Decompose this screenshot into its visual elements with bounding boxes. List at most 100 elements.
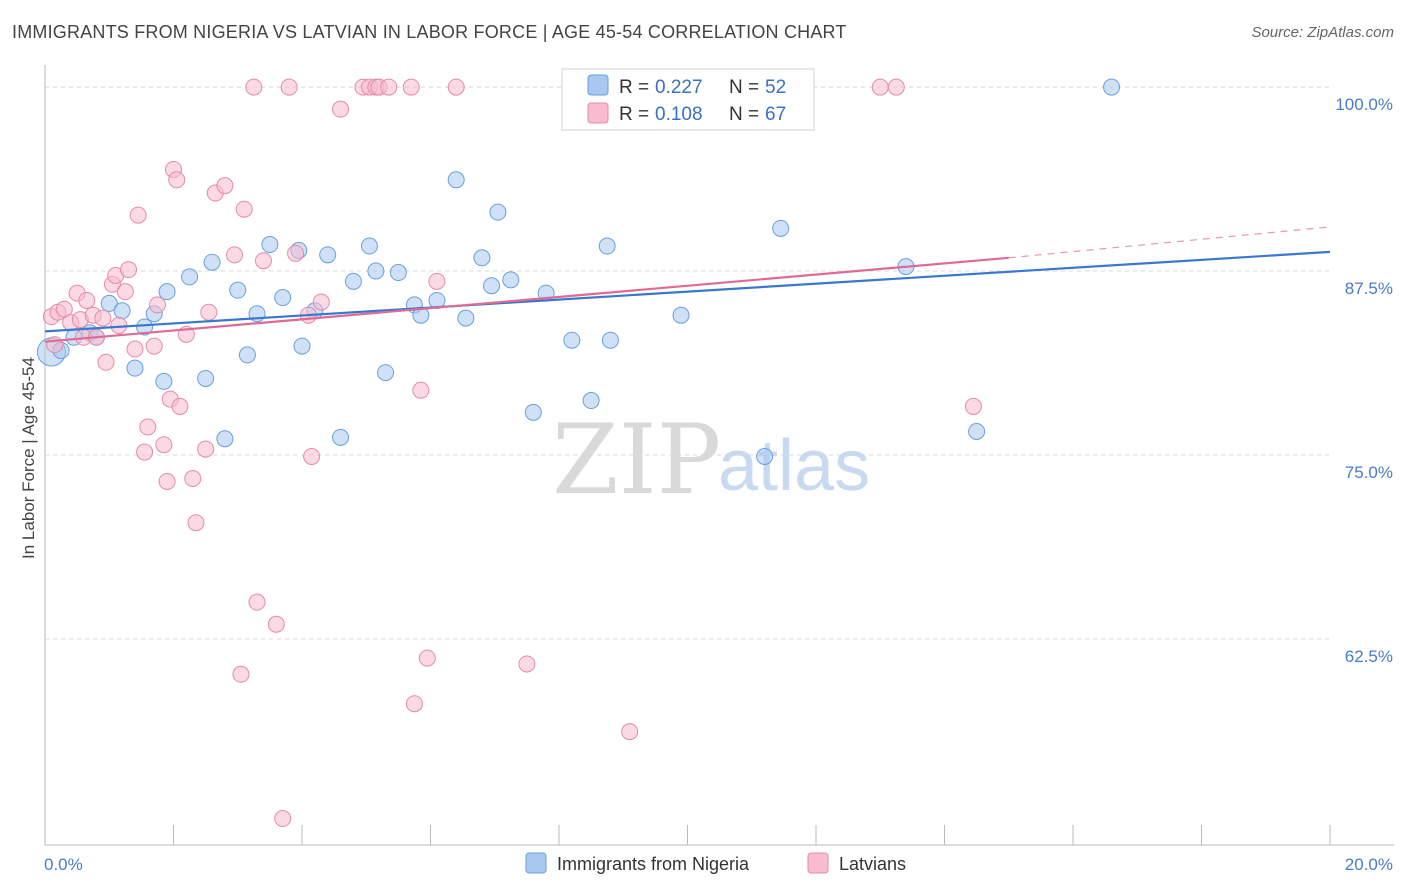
latvians-point [155,436,173,454]
legend-r-value-latvians: 0.108 [655,104,703,125]
latvians-trend-line [44,256,1009,343]
latvians-point [136,443,154,461]
grid [45,86,1330,640]
latvians-point [964,397,982,415]
nigeria-point [261,236,279,254]
chart-title: IMMIGRANTS FROM NIGERIA VS LATVIAN IN LA… [12,22,847,42]
latvians-point [94,309,112,327]
nigeria-point [229,281,247,299]
nigeria-point [1103,78,1121,96]
nigeria-point [216,430,234,448]
latvians-point [116,283,134,301]
legend-n-label-latvians: N = [729,104,759,125]
nigeria-point [598,237,616,255]
nigeria-point [672,306,690,324]
nigeria-point [332,428,350,446]
legend-n-label-nigeria: N = [729,77,759,98]
watermark-atlas: atlas [718,426,870,506]
latvians-point [245,78,263,96]
latvians-point [303,447,321,465]
latvians-point [871,78,889,96]
latvians-point [280,78,298,96]
series-swatch-latvians [807,852,829,874]
nigeria-point [197,369,215,387]
legend-r-label-latvians: R = [619,104,649,125]
nigeria-point [377,364,395,382]
nigeria-point [100,294,118,312]
latvians-point [46,336,64,354]
latvians-point [412,381,430,399]
latvians-point [621,723,639,741]
latvians-point [139,418,157,436]
latvians-point [187,514,205,532]
latvians-point [148,296,166,314]
legend-r-label-nigeria: R = [619,77,649,98]
nigeria-point [319,246,337,264]
watermark-zip: ZIP [552,404,721,516]
latvians-point [254,252,272,270]
nigeria-point [126,359,144,377]
latvians-point [405,695,423,713]
latvians-point [97,353,115,371]
legend-swatch-nigeria [587,74,609,96]
nigeria-point [582,392,600,410]
nigeria-point [502,271,520,289]
nigeria-point [181,268,199,286]
latvians-point [129,206,147,224]
latvians-point [171,397,189,415]
latvians-point [120,261,138,279]
data-points [36,78,1121,828]
nigeria-point [489,203,507,221]
series-legend: Immigrants from Nigeria Latvians [525,852,906,874]
latvians-point [216,177,234,195]
x-tick-label: 0.0% [44,855,83,874]
series-name-latvians: Latvians [839,854,906,874]
nigeria-point [238,346,256,364]
latvians-point [274,810,292,828]
latvians-point [226,246,244,264]
latvians-point [312,293,330,311]
legend-r-value-nigeria: 0.227 [655,77,703,98]
nigeria-point [158,283,176,301]
latvians-point [248,593,266,611]
y-axis-label: In Labor Force | Age 45-54 [19,357,38,559]
nigeria-point [274,289,292,307]
trend-lines [44,226,1331,343]
nigeria-point [155,372,173,390]
latvians-point [402,78,420,96]
legend-swatch-latvians [587,102,609,124]
latvians-point [518,655,536,673]
latvians-point [145,337,163,355]
nigeria-point [772,219,790,237]
series-name-nigeria: Immigrants from Nigeria [557,854,750,874]
y-tick-label: 100.0% [1335,95,1393,114]
nigeria-trend-line [44,250,1331,333]
nigeria-point [457,309,475,327]
nigeria-point [473,249,491,267]
nigeria-point [203,253,221,271]
watermark: ZIP atlas [552,404,870,516]
nigeria-point [756,447,774,465]
legend-n-value-nigeria: 52 [765,77,786,98]
latvians-point [287,244,305,262]
latvians-point [428,272,446,290]
latvians-point [235,200,253,218]
latvians-point [184,470,202,488]
nigeria-point [563,331,581,349]
latvians-point [197,440,215,458]
latvians-point [200,303,218,321]
latvians-point [126,340,144,358]
nigeria-point [601,331,619,349]
latvians-point [78,291,96,309]
nigeria-point [360,237,378,255]
nigeria-point [293,337,311,355]
series-swatch-nigeria [525,852,547,874]
y-tick-label: 75.0% [1345,463,1393,482]
nigeria-point [344,272,362,290]
latvians-point [232,665,250,683]
latvians-point [447,78,465,96]
latvians-point [267,615,285,633]
nigeria-point [483,277,501,295]
nigeria-point [447,171,465,189]
x-tick-label: 20.0% [1345,855,1393,874]
